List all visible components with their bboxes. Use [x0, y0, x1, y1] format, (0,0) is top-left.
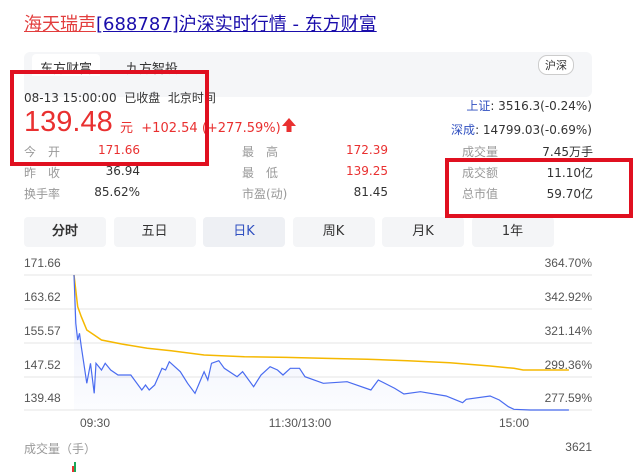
y-right-tick: 277.59% [544, 391, 592, 405]
stat-value: 7.45万手 [542, 145, 593, 159]
y-left-tick: 163.62 [24, 290, 61, 304]
stat-label: 换手率 [24, 187, 61, 201]
quote-datetime: 08-13 15:00:00 [24, 91, 117, 105]
stat-label: 最 高 [242, 145, 279, 159]
period-tab[interactable]: 分时 [24, 217, 106, 247]
current-price: 139.48 [24, 106, 113, 138]
index-shenzhen[interactable]: 深成: 14799.03(-0.69%) [451, 121, 592, 138]
y-left-tick: 171.66 [24, 256, 61, 270]
title-rest: [688787]沪深实时行情 - 东方财富 [96, 14, 377, 35]
stat-value: 171.66 [98, 143, 140, 157]
arrow-up-icon [282, 118, 296, 132]
price-unit: 元 [120, 121, 134, 136]
volume-label: 成交量（手） [24, 442, 97, 456]
period-tab[interactable]: 周K [292, 217, 375, 247]
highlight-box-price [10, 70, 209, 166]
highlight-box-stats [445, 158, 633, 218]
stat-label: 昨 收 [24, 166, 61, 180]
stat-label: 成交额 [462, 166, 499, 180]
x-tick: 15:00 [498, 416, 530, 430]
index-value: : 14799.03(-0.69%) [475, 123, 592, 137]
stat-value: 172.39 [346, 143, 388, 157]
market-status: 已收盘 [124, 91, 161, 105]
stat-value: 85.62% [94, 185, 140, 199]
source-tab-bar [24, 52, 592, 97]
market-badge[interactable]: 沪深 [538, 55, 574, 75]
x-tick: 09:30 [79, 416, 111, 430]
index-name: 上证 [466, 99, 491, 113]
period-tab[interactable]: 日K [203, 217, 285, 247]
intraday-chart [24, 274, 592, 411]
page-title-link[interactable]: 海天瑞声[688787]沪深实时行情 - 东方财富 [24, 10, 377, 36]
x-tick: 11:30/13:00 [268, 416, 332, 430]
stat-value: 81.45 [353, 185, 388, 199]
volume-bar [74, 462, 76, 472]
index-value: : 3516.3(-0.24%) [490, 99, 592, 113]
timezone: 北京时间 [167, 91, 216, 105]
index-name: 深成 [451, 123, 476, 137]
volume-max: 3621 [565, 440, 592, 454]
period-tab[interactable]: 1年 [471, 217, 554, 247]
y-left-tick: 147.52 [24, 358, 61, 372]
stat-value: 139.25 [346, 164, 388, 178]
y-right-tick: 321.14% [544, 324, 592, 338]
y-right-tick: 364.70% [544, 256, 592, 270]
quote-time-line: 08-13 15:00:00 已收盘 北京时间 [24, 89, 216, 106]
average-price-line [73, 274, 569, 371]
stat-value: 36.94 [105, 164, 140, 178]
stat-label: 市盈(动) [242, 187, 288, 201]
stat-value: 11.10亿 [546, 166, 593, 180]
stock-name: 海天瑞声 [24, 14, 96, 35]
stat-label: 今 开 [24, 145, 61, 159]
period-tab[interactable]: 月K [382, 217, 464, 247]
stat-value: 59.70亿 [546, 187, 593, 201]
y-right-tick: 342.92% [544, 290, 592, 304]
volume-bar [72, 466, 74, 472]
price-change: +102.54 [141, 121, 198, 136]
stat-label: 成交量 [462, 145, 499, 159]
period-tab[interactable]: 五日 [113, 217, 196, 247]
price-change-pct: (+277.59%) [201, 121, 281, 136]
index-shanghai[interactable]: 上证: 3516.3(-0.24%) [466, 97, 592, 114]
y-right-tick: 299.36% [544, 358, 592, 372]
y-left-tick: 155.57 [24, 324, 61, 338]
stat-label: 总市值 [462, 187, 499, 201]
price-change-line: 元 +102.54 (+277.59%) [120, 117, 281, 136]
y-left-tick: 139.48 [24, 391, 61, 405]
stat-label: 最 低 [242, 166, 279, 180]
